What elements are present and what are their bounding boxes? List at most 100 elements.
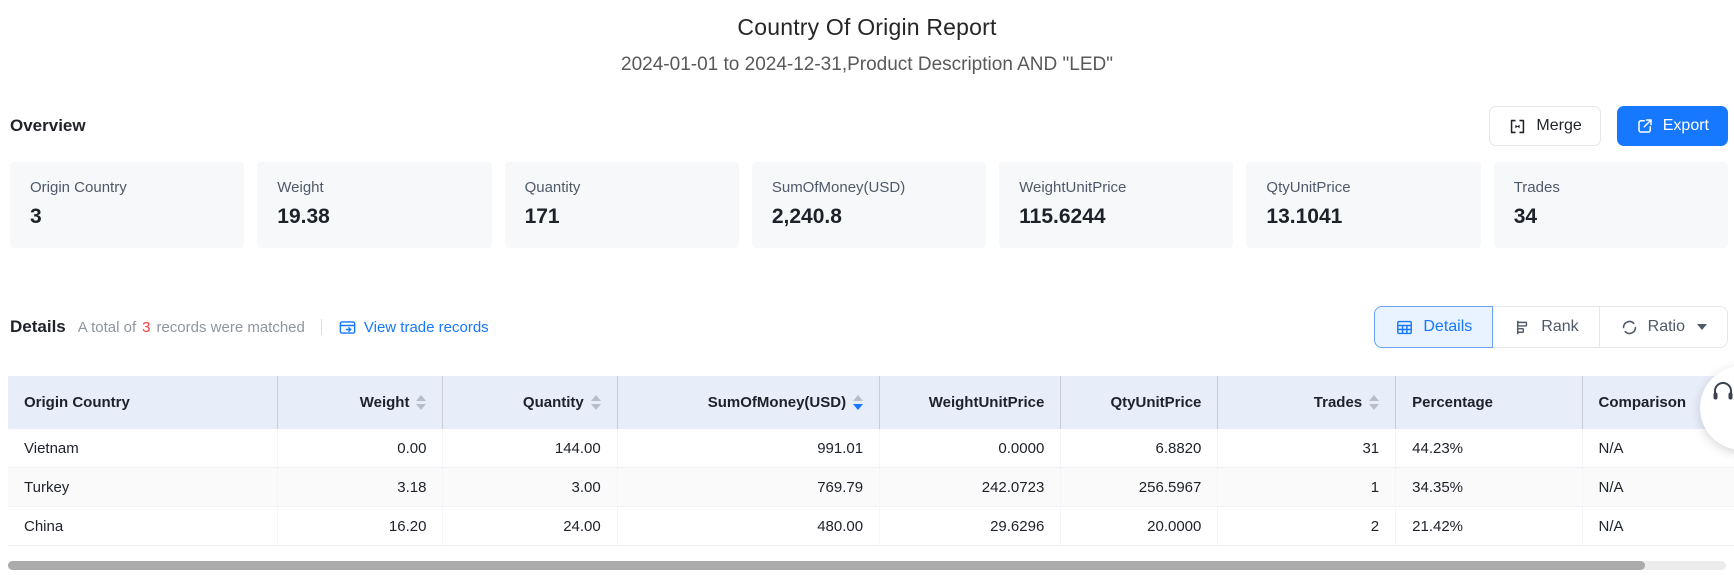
overview-actions: Merge Export: [1489, 106, 1728, 146]
merge-button[interactable]: Merge: [1489, 106, 1600, 146]
view-trade-records-label: View trade records: [364, 319, 489, 336]
sort-desc-icon: [853, 404, 863, 410]
sort-asc-icon: [853, 395, 863, 401]
sort-control[interactable]: [416, 395, 426, 410]
horizontal-scrollbar-thumb[interactable]: [8, 561, 1645, 570]
cell-comparison: N/A: [1582, 468, 1734, 507]
column-header-quantity[interactable]: Quantity: [443, 376, 617, 429]
stat-card-label: SumOfMoney(USD): [772, 179, 966, 196]
stat-card-label: Quantity: [525, 179, 719, 196]
stat-card-value: 2,240.8: [772, 205, 966, 229]
tab-ratio[interactable]: Ratio: [1599, 306, 1728, 348]
table-row: Vietnam0.00144.00991.010.00006.88203144.…: [8, 429, 1734, 468]
cell-weight: 0.00: [277, 429, 443, 468]
stat-card-value: 34: [1514, 205, 1708, 229]
overview-bar: Overview Merge Export: [10, 106, 1728, 146]
stat-card-label: WeightUnitPrice: [1019, 179, 1213, 196]
column-header-percentage: Percentage: [1396, 376, 1582, 429]
cell-qtyunitprice: 20.0000: [1061, 507, 1218, 546]
table-icon: [1395, 318, 1414, 337]
cell-trades: 31: [1218, 429, 1396, 468]
stat-card-label: Origin Country: [30, 179, 224, 196]
details-table: Origin Country Weight Quantity SumOfMoney(U…: [8, 376, 1734, 546]
cell-trades: 1: [1218, 468, 1396, 507]
cell-sumofmoney-usd: 991.01: [617, 429, 879, 468]
cell-origin-country: China: [8, 507, 277, 546]
cell-sumofmoney-usd: 769.79: [617, 468, 879, 507]
column-header-label: Origin Country: [24, 394, 130, 411]
sort-control[interactable]: [591, 395, 601, 410]
summary-prefix: A total of: [78, 319, 136, 336]
export-button[interactable]: Export: [1617, 106, 1728, 146]
tab-label: Details: [1423, 318, 1472, 336]
export-icon: [1636, 117, 1654, 135]
sort-control[interactable]: [853, 395, 863, 410]
cell-qtyunitprice: 6.8820: [1061, 429, 1218, 468]
records-count: 3: [142, 319, 150, 336]
tab-label: Ratio: [1648, 318, 1685, 336]
view-trade-records-link[interactable]: View trade records: [338, 318, 489, 337]
tab-rank[interactable]: Rank: [1492, 306, 1599, 348]
cell-weightunitprice: 242.0723: [880, 468, 1061, 507]
sort-desc-icon: [1369, 404, 1379, 410]
sort-asc-icon: [1369, 395, 1379, 401]
table-row: China16.2024.00480.0029.629620.0000221.4…: [8, 507, 1734, 546]
tab-label: Rank: [1541, 318, 1578, 336]
cell-trades: 2: [1218, 507, 1396, 546]
sort-asc-icon: [416, 395, 426, 401]
view-switcher: Details Rank Ratio: [1374, 306, 1728, 348]
overview-cards: Origin Country3Weight19.38Quantity171 Sum…: [10, 162, 1728, 248]
column-header-label: Weight: [360, 394, 410, 411]
column-header-origin-country: Origin Country: [8, 376, 277, 429]
cell-weight: 16.20: [277, 507, 443, 546]
table-row: Turkey3.183.00769.79242.0723256.5967134.…: [8, 468, 1734, 507]
horizontal-scrollbar-track[interactable]: [8, 561, 1726, 570]
column-header-label: Comparison: [1599, 394, 1687, 411]
cell-quantity: 24.00: [443, 507, 617, 546]
column-header-qtyunitprice: QtyUnitPrice: [1061, 376, 1218, 429]
cell-quantity: 3.00: [443, 468, 617, 507]
sort-asc-icon: [591, 395, 601, 401]
table-header-row: Origin Country Weight Quantity SumOfMoney(U…: [8, 376, 1734, 429]
stat-card-qtyunitprice: QtyUnitPrice13.1041: [1246, 162, 1480, 248]
page-title: Country Of Origin Report: [0, 14, 1734, 41]
cell-sumofmoney-usd: 480.00: [617, 507, 879, 546]
merge-button-label: Merge: [1536, 117, 1581, 135]
column-header-label: SumOfMoney(USD): [708, 394, 846, 411]
cell-quantity: 144.00: [443, 429, 617, 468]
export-button-label: Export: [1663, 117, 1709, 135]
stat-card-weightunitprice: WeightUnitPrice115.6244: [999, 162, 1233, 248]
column-header-trades[interactable]: Trades: [1218, 376, 1396, 429]
stat-card-value: 13.1041: [1266, 205, 1460, 229]
cell-origin-country: Vietnam: [8, 429, 277, 468]
cell-percentage: 44.23%: [1396, 429, 1582, 468]
sort-desc-icon: [416, 404, 426, 410]
caret-down-icon: [1697, 324, 1707, 330]
sort-control[interactable]: [1369, 395, 1379, 410]
stat-card-quantity: Quantity171: [505, 162, 739, 248]
overview-heading: Overview: [10, 116, 86, 136]
details-table-wrap: Origin Country Weight Quantity SumOfMoney(U…: [8, 376, 1734, 546]
cell-weight: 3.18: [277, 468, 443, 507]
cell-percentage: 34.35%: [1396, 468, 1582, 507]
stat-card-weight: Weight19.38: [257, 162, 491, 248]
sort-desc-icon: [591, 404, 601, 410]
trade-records-icon: [338, 318, 357, 337]
cell-weightunitprice: 0.0000: [880, 429, 1061, 468]
column-header-label: QtyUnitPrice: [1111, 394, 1202, 411]
column-header-sumofmoney-usd[interactable]: SumOfMoney(USD): [617, 376, 879, 429]
tab-details[interactable]: Details: [1374, 306, 1493, 348]
stat-card-origin-country: Origin Country3: [10, 162, 244, 248]
ratio-icon: [1620, 318, 1639, 337]
summary-suffix: records were matched: [156, 319, 304, 336]
rank-icon: [1513, 318, 1532, 337]
stat-card-trades: Trades34: [1494, 162, 1728, 248]
column-header-label: WeightUnitPrice: [929, 394, 1045, 411]
report-subtitle: 2024-01-01 to 2024-12-31,Product Descrip…: [0, 54, 1734, 76]
details-bar: Details A total of 3 records were matche…: [10, 306, 1728, 348]
column-header-weight[interactable]: Weight: [277, 376, 443, 429]
cell-origin-country: Turkey: [8, 468, 277, 507]
column-header-weightunitprice: WeightUnitPrice: [880, 376, 1061, 429]
column-header-label: Trades: [1314, 394, 1362, 411]
column-header-label: Quantity: [523, 394, 584, 411]
